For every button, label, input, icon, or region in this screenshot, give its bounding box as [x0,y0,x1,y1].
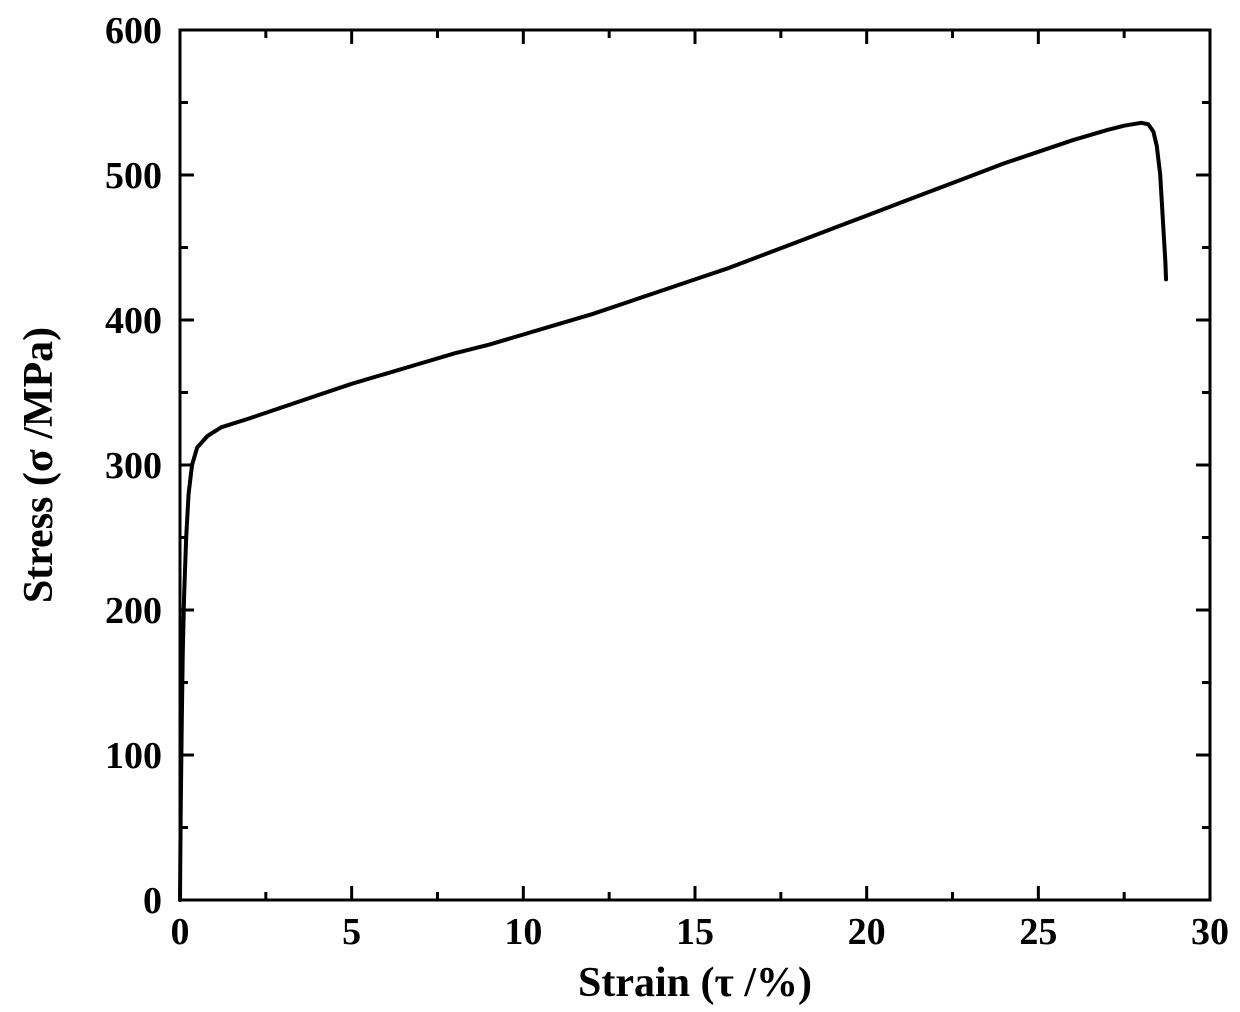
y-axis-label: Stress (σ /MPa) [16,327,62,603]
x-tick-label: 10 [504,911,542,953]
x-tick-label: 5 [342,911,361,953]
x-tick-label: 0 [171,911,190,953]
y-tick-label: 100 [105,735,162,777]
x-tick-label: 15 [676,911,714,953]
x-axis-label: Strain (τ /%) [578,960,812,1006]
x-tick-label: 20 [848,911,886,953]
x-tick-label: 30 [1191,911,1229,953]
x-tick-label: 25 [1019,911,1057,953]
y-tick-label: 500 [105,155,162,197]
y-tick-label: 600 [105,10,162,52]
stress-strain-chart: 0510152025300100200300400500600Strain (τ… [0,0,1240,1012]
y-tick-label: 0 [143,880,162,922]
y-tick-label: 300 [105,445,162,487]
y-tick-label: 200 [105,590,162,632]
y-tick-label: 400 [105,300,162,342]
